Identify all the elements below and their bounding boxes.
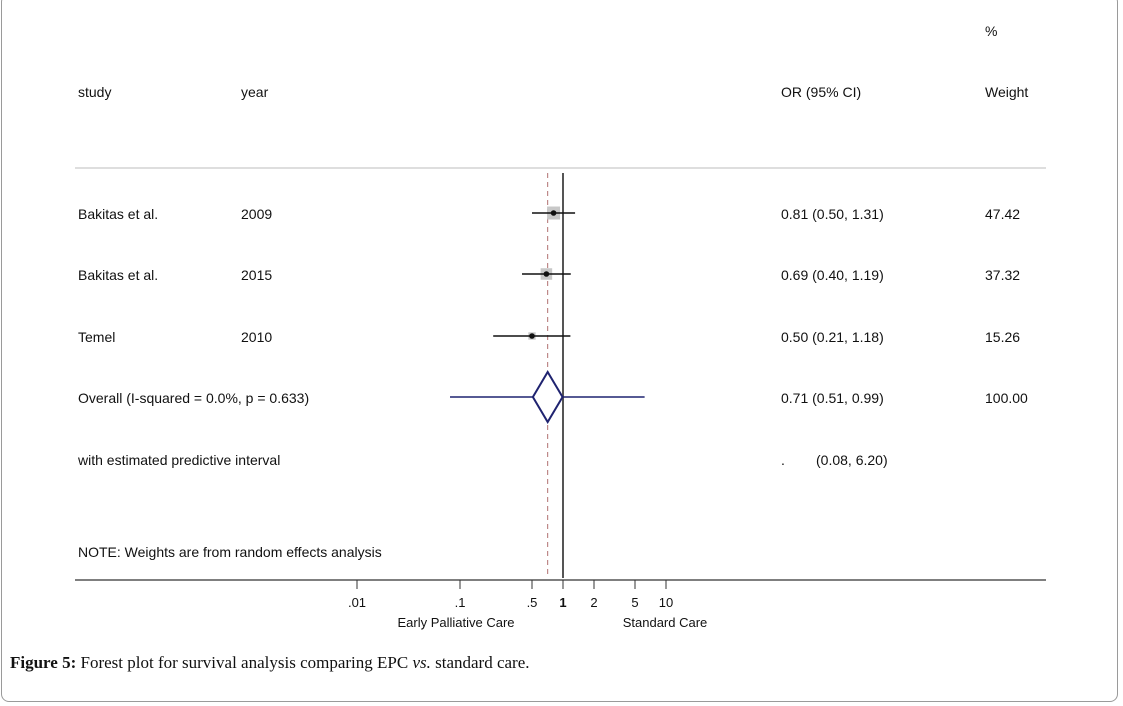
axis-left-label: Early Palliative Care <box>397 615 514 630</box>
study-or-ci: 0.50 (0.21, 1.18) <box>781 329 884 345</box>
study-year: 2015 <box>241 267 273 283</box>
caption-vs: vs. <box>412 653 431 672</box>
overall-weight: 100.00 <box>985 390 1028 406</box>
point-estimate <box>529 333 535 339</box>
caption-text-end: standard care. <box>430 653 530 672</box>
point-estimate <box>543 271 550 277</box>
or-ci-header: OR (95% CI) <box>781 84 862 100</box>
figure-caption: Figure 5: Forest plot for survival analy… <box>10 653 530 673</box>
study-weight: 47.42 <box>985 206 1021 222</box>
study-name: Bakitas et al. <box>78 206 159 222</box>
caption-text: Forest plot for survival analysis compar… <box>76 653 413 672</box>
point-estimate <box>550 210 557 216</box>
tick-label: 10 <box>659 595 673 610</box>
tick-label: 2 <box>590 595 597 610</box>
study-header: study <box>78 84 112 100</box>
predictive-label: with estimated predictive interval <box>78 452 281 468</box>
caption-prefix: Figure 5: <box>10 653 77 672</box>
percent-header: % <box>985 23 998 39</box>
study-year: 2009 <box>241 206 273 222</box>
predictive-dot: . <box>781 452 785 468</box>
study-weight: 37.32 <box>985 267 1021 283</box>
weights-note: NOTE: Weights are from random effects an… <box>78 544 382 560</box>
tick-label: .1 <box>455 595 466 610</box>
overall-diamond <box>531 370 564 424</box>
study-weight: 15.26 <box>985 329 1021 345</box>
tick-label: 1 <box>559 595 566 610</box>
overall-label: Overall (I-squared = 0.0%, p = 0.633) <box>78 390 310 406</box>
study-name: Temel <box>78 329 116 345</box>
tick-label: .01 <box>348 595 366 610</box>
weight-header: Weight <box>985 84 1029 100</box>
tick-label: 5 <box>631 595 638 610</box>
overall-or-ci: 0.71 (0.51, 0.99) <box>781 390 884 406</box>
study-year: 2010 <box>241 329 273 345</box>
study-or-ci: 0.81 (0.50, 1.31) <box>781 206 884 222</box>
predictive-ci: (0.08, 6.20) <box>816 452 888 468</box>
axis-right-label: Standard Care <box>623 615 708 630</box>
year-header: year <box>241 84 269 100</box>
tick-label: .5 <box>527 595 538 610</box>
study-or-ci: 0.69 (0.40, 1.19) <box>781 267 884 283</box>
study-name: Bakitas et al. <box>78 267 159 283</box>
